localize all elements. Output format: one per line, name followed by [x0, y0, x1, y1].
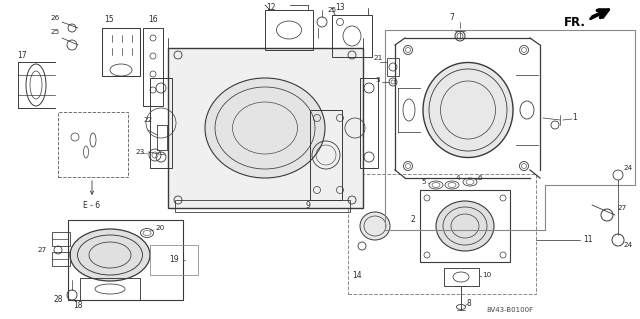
Text: 3: 3	[376, 77, 380, 83]
Text: 27: 27	[618, 205, 627, 211]
Text: 8V43-B0100F: 8V43-B0100F	[486, 307, 534, 313]
Text: 8: 8	[467, 299, 472, 308]
Ellipse shape	[436, 201, 494, 251]
Bar	[420, 190, 510, 262]
Bar	[444, 268, 479, 286]
Text: 28: 28	[53, 295, 63, 305]
Bar	[360, 78, 378, 168]
Bar	[80, 278, 140, 300]
Text: 25: 25	[51, 29, 60, 35]
Bar	[332, 15, 372, 57]
Text: 11: 11	[583, 235, 593, 244]
Text: 2: 2	[411, 216, 415, 225]
Ellipse shape	[423, 63, 513, 158]
Bar	[68, 220, 183, 300]
Ellipse shape	[205, 78, 325, 178]
Bar	[265, 10, 313, 50]
Bar	[387, 58, 399, 76]
Bar	[168, 48, 363, 208]
Text: 13: 13	[335, 4, 345, 12]
Bar	[102, 28, 140, 76]
Bar	[52, 232, 70, 246]
Text: 15: 15	[104, 16, 114, 25]
Text: 20: 20	[156, 225, 164, 231]
Bar	[150, 78, 172, 168]
Text: 18: 18	[73, 300, 83, 309]
Text: 7: 7	[449, 13, 454, 23]
Text: 17: 17	[17, 51, 27, 61]
Text: 1: 1	[573, 114, 577, 122]
Text: 4: 4	[456, 175, 460, 181]
Text: 6: 6	[477, 175, 483, 181]
Bar	[348, 174, 536, 294]
Text: E - 6: E - 6	[83, 201, 100, 210]
Text: 21: 21	[373, 55, 383, 61]
FancyArrowPatch shape	[593, 11, 606, 18]
Ellipse shape	[360, 212, 390, 240]
Text: 26: 26	[51, 15, 60, 21]
Text: 9: 9	[305, 201, 310, 210]
Text: FR.: FR.	[564, 16, 586, 28]
Text: 16: 16	[148, 16, 158, 25]
Text: 10: 10	[483, 272, 492, 278]
Bar	[175, 200, 350, 212]
Bar	[52, 252, 70, 266]
Text: 23: 23	[136, 149, 145, 155]
Bar	[310, 110, 342, 200]
Text: 14: 14	[352, 271, 362, 280]
Text: 25: 25	[328, 7, 337, 13]
Text: 19: 19	[169, 256, 179, 264]
Text: 24: 24	[623, 165, 632, 171]
Text: 12: 12	[266, 4, 276, 12]
Bar	[150, 245, 198, 275]
Ellipse shape	[70, 229, 150, 281]
Text: 27: 27	[37, 247, 47, 253]
Text: 24: 24	[623, 242, 632, 248]
Text: 22: 22	[143, 117, 152, 123]
Bar	[58, 112, 128, 177]
Text: 5: 5	[422, 179, 426, 185]
Bar	[143, 28, 163, 106]
